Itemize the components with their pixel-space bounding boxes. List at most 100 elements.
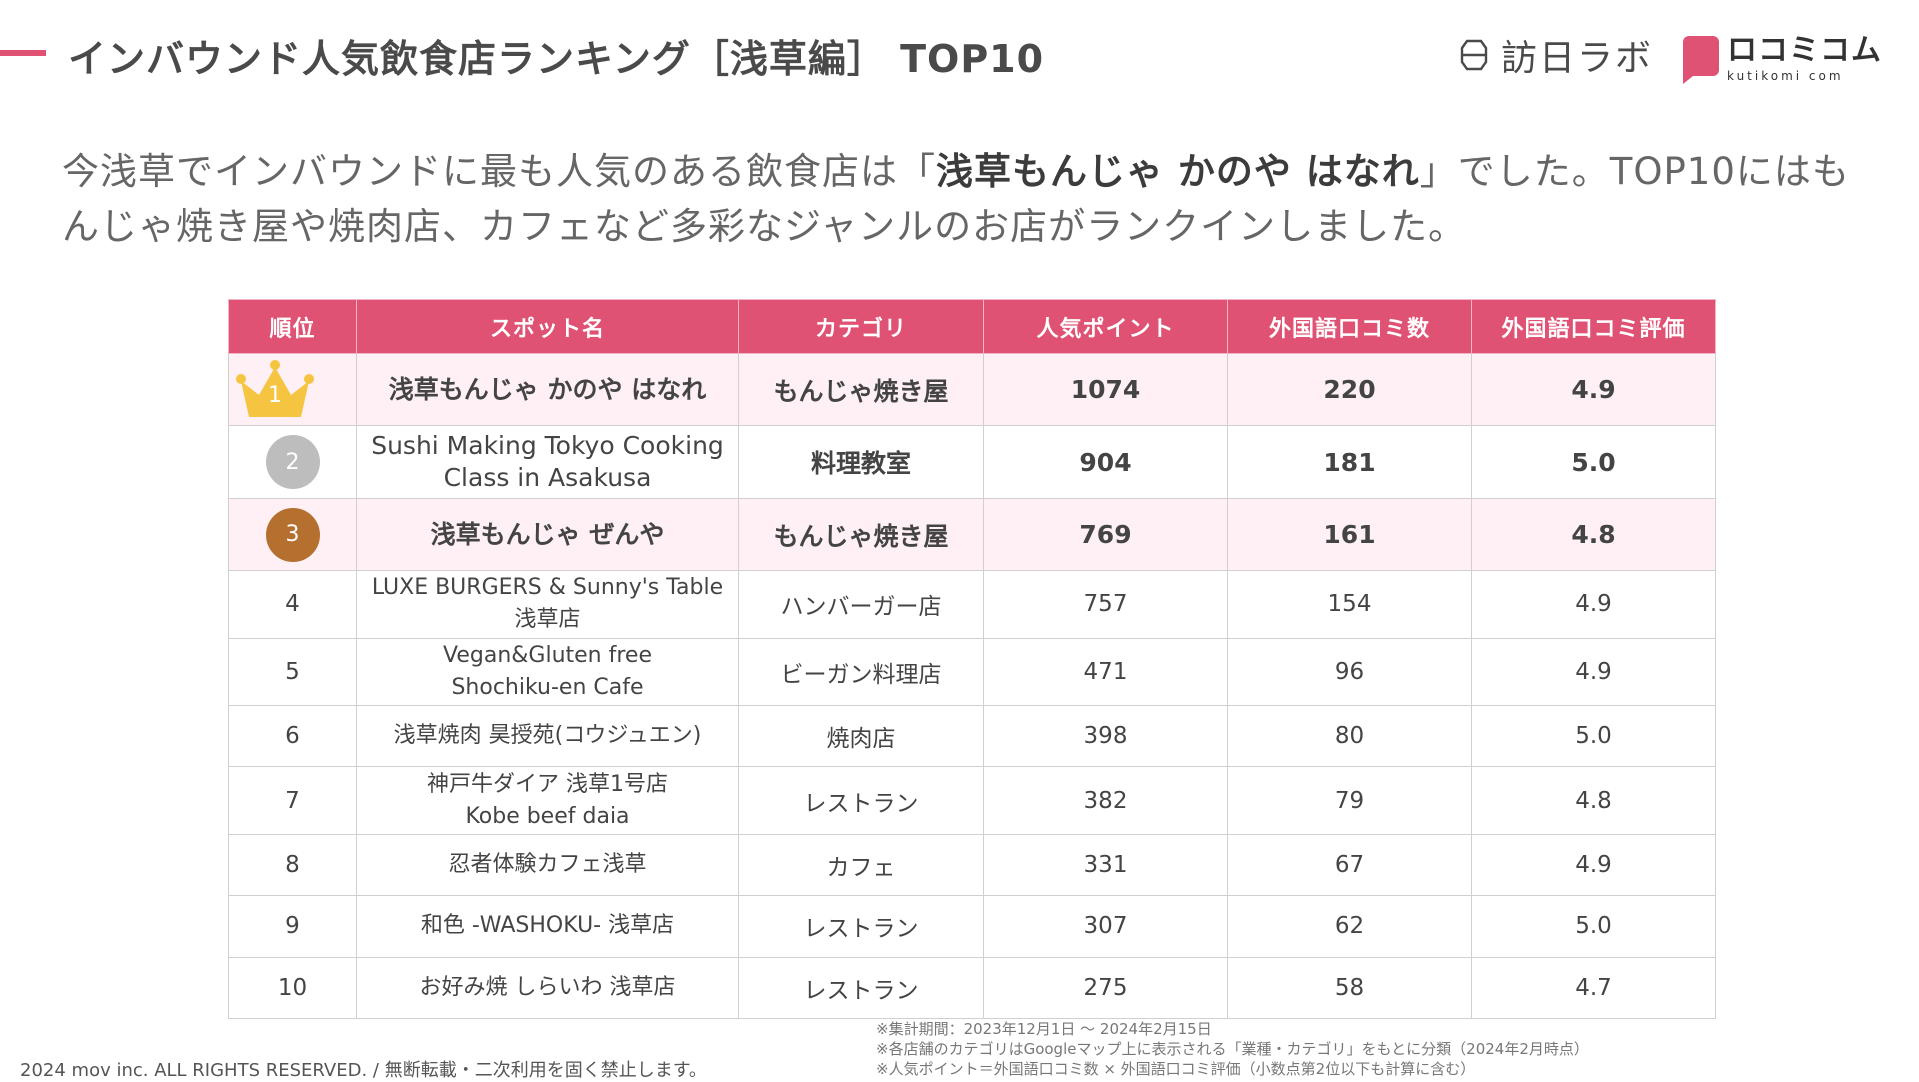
spot-name: Vegan&Gluten free bbox=[443, 642, 652, 668]
spot-name: 忍者体験カフェ浅草 bbox=[448, 851, 647, 877]
points-cell: 398 bbox=[983, 705, 1228, 768]
table-header-row: 順位 スポット名 カテゴリ 人気ポイント 外国語口コミ数 外国語口コミ評価 bbox=[228, 299, 1716, 354]
spot-name: お好み焼 しらいわ 浅草店 bbox=[419, 974, 676, 1000]
category-cell: カフェ bbox=[738, 833, 984, 897]
spot-name-cell: 浅草もんじゃ ぜんや bbox=[356, 497, 739, 572]
table-row: 3 浅草もんじゃ ぜんや もんじゃ焼き屋 769 161 4.8 bbox=[228, 497, 1716, 572]
intro-text-before: 今浅草でインバウンドに最も人気のある飲食店は「 bbox=[62, 150, 936, 193]
points-cell: 307 bbox=[983, 895, 1228, 958]
reviews-cell: 58 bbox=[1227, 956, 1472, 1020]
table-row: 8 忍者体験カフェ浅草 カフェ 331 67 4.9 bbox=[228, 833, 1716, 897]
rank-number: 2 bbox=[285, 449, 300, 475]
spot-name-cell: お好み焼 しらいわ 浅草店 bbox=[356, 956, 739, 1020]
points-cell: 757 bbox=[983, 570, 1228, 639]
spot-name-cell: 浅草もんじゃ かのや はなれ bbox=[356, 352, 739, 427]
category-cell: 料理教室 bbox=[738, 425, 984, 499]
rank-number: 3 bbox=[285, 522, 300, 548]
rating-cell: 4.8 bbox=[1471, 766, 1716, 835]
rank-cell: 2 bbox=[228, 425, 357, 499]
ranking-table: 順位 スポット名 カテゴリ 人気ポイント 外国語口コミ数 外国語口コミ評価 1 bbox=[228, 299, 1716, 1020]
header-spot: スポット名 bbox=[356, 299, 739, 354]
reviews-cell: 154 bbox=[1227, 570, 1472, 639]
table-row: 10 お好み焼 しらいわ 浅草店 レストラン 275 58 4.7 bbox=[228, 956, 1716, 1020]
kuchikomi-com-logo-subtext: kutikomi com bbox=[1727, 69, 1844, 83]
gold-crown-icon: 1 bbox=[235, 359, 315, 421]
silver-medal-icon: 2 bbox=[265, 435, 320, 490]
reviews-cell: 80 bbox=[1227, 705, 1472, 768]
spot-name-line2: Kobe beef daia bbox=[465, 803, 630, 829]
reviews-cell: 96 bbox=[1227, 637, 1472, 707]
rank-cell: 1 bbox=[228, 352, 357, 427]
spot-name: 浅草もんじゃ ぜんや bbox=[430, 519, 665, 549]
table-row: 5 Vegan&Gluten free Shochiku-en Cafe ビーガ… bbox=[228, 637, 1716, 707]
houni-lab-logo-icon bbox=[1460, 39, 1488, 71]
spot-name-cell: Sushi Making Tokyo Cooking Class in Asak… bbox=[356, 425, 739, 499]
bronze-medal-icon: 3 bbox=[265, 507, 320, 562]
rating-cell: 4.9 bbox=[1471, 352, 1716, 427]
rank-cell: 8 bbox=[228, 833, 357, 897]
intro-text-after: 」でした。TOP10にはもんじゃ焼き屋や焼肉店、カフェなど多彩なジャンルのお店が… bbox=[62, 150, 1850, 248]
kuchikomi-com-logo: ロコミコム kutikomi com bbox=[1683, 36, 1882, 86]
speech-bubble-icon bbox=[1683, 36, 1719, 84]
spot-name-cell: 神戸牛ダイア 浅草1号店 Kobe beef daia bbox=[356, 766, 739, 835]
points-cell: 471 bbox=[983, 637, 1228, 707]
copyright-text: 2024 mov inc. ALL RIGHTS RESERVED. / 無断転… bbox=[20, 1060, 707, 1081]
rating-cell: 4.8 bbox=[1471, 497, 1716, 572]
header-rank: 順位 bbox=[228, 299, 357, 354]
rating-cell: 5.0 bbox=[1471, 425, 1716, 499]
spot-name-cell: 和色 -WASHOKU- 浅草店 bbox=[356, 895, 739, 958]
footnote: ※集計期間：2023年12月1日 〜 2024年2月15日 bbox=[876, 1020, 1212, 1038]
rank-cell: 6 bbox=[228, 705, 357, 768]
rating-cell: 5.0 bbox=[1471, 895, 1716, 958]
footnote: ※人気ポイント＝外国語口コミ数 × 外国語口コミ評価（小数点第2位以下も計算に含… bbox=[876, 1060, 1476, 1078]
reviews-cell: 181 bbox=[1227, 425, 1472, 499]
footnotes: ※集計期間：2023年12月1日 〜 2024年2月15日 ※各店舗のカテゴリは… bbox=[876, 1019, 1589, 1079]
spot-name-line2: 浅草店 bbox=[514, 607, 581, 633]
category-cell: もんじゃ焼き屋 bbox=[738, 352, 984, 427]
table-row: 1 浅草もんじゃ かのや はなれ もんじゃ焼き屋 1074 220 4.9 bbox=[228, 352, 1716, 427]
table-row: 7 神戸牛ダイア 浅草1号店 Kobe beef daia レストラン 382 … bbox=[228, 766, 1716, 835]
category-cell: ビーガン料理店 bbox=[738, 637, 984, 707]
rank-cell: 5 bbox=[228, 637, 357, 707]
category-cell: ハンバーガー店 bbox=[738, 570, 984, 639]
spot-name: Sushi Making Tokyo Cooking bbox=[371, 431, 724, 461]
reviews-cell: 161 bbox=[1227, 497, 1472, 572]
table-row: 4 LUXE BURGERS & Sunny's Table 浅草店 ハンバーガ… bbox=[228, 570, 1716, 639]
spot-name-line2: Class in Asakusa bbox=[443, 463, 652, 493]
reviews-cell: 220 bbox=[1227, 352, 1472, 427]
header-rating: 外国語口コミ評価 bbox=[1471, 299, 1716, 354]
points-cell: 382 bbox=[983, 766, 1228, 835]
intro-paragraph: 今浅草でインバウンドに最も人気のある飲食店は「浅草もんじゃ かのや はなれ」でし… bbox=[62, 144, 1882, 254]
points-cell: 275 bbox=[983, 956, 1228, 1020]
points-cell: 331 bbox=[983, 833, 1228, 897]
reviews-cell: 67 bbox=[1227, 833, 1472, 897]
rank-cell: 10 bbox=[228, 956, 357, 1020]
points-cell: 904 bbox=[983, 425, 1228, 499]
rank-number: 1 bbox=[268, 382, 282, 408]
kuchikomi-com-logo-text: ロコミコム bbox=[1727, 33, 1882, 68]
footnote: ※各店舗のカテゴリはGoogleマップ上に表示される「業種・カテゴリ」をもとに分… bbox=[876, 1040, 1589, 1058]
header-reviews: 外国語口コミ数 bbox=[1227, 299, 1472, 354]
rank-cell: 4 bbox=[228, 570, 357, 639]
spot-name-cell: Vegan&Gluten free Shochiku-en Cafe bbox=[356, 637, 739, 707]
houni-lab-logo: 訪日ラボ bbox=[1455, 30, 1653, 80]
rating-cell: 4.9 bbox=[1471, 833, 1716, 897]
category-cell: レストラン bbox=[738, 895, 984, 958]
points-cell: 769 bbox=[983, 497, 1228, 572]
category-cell: もんじゃ焼き屋 bbox=[738, 497, 984, 572]
spot-name-cell: LUXE BURGERS & Sunny's Table 浅草店 bbox=[356, 570, 739, 639]
spot-name: 神戸牛ダイア 浅草1号店 bbox=[427, 771, 668, 797]
title-accent-bar bbox=[0, 50, 46, 56]
category-cell: レストラン bbox=[738, 956, 984, 1020]
intro-highlight-restaurant: 浅草もんじゃ かのや はなれ bbox=[936, 150, 1420, 193]
header-category: カテゴリ bbox=[738, 299, 984, 354]
category-cell: レストラン bbox=[738, 766, 984, 835]
points-cell: 1074 bbox=[983, 352, 1228, 427]
spot-name: 和色 -WASHOKU- 浅草店 bbox=[420, 913, 675, 939]
spot-name-line2: Shochiku-en Cafe bbox=[451, 674, 644, 700]
reviews-cell: 62 bbox=[1227, 895, 1472, 958]
spot-name-cell: 忍者体験カフェ浅草 bbox=[356, 833, 739, 897]
rank-cell: 3 bbox=[228, 497, 357, 572]
rating-cell: 4.9 bbox=[1471, 570, 1716, 639]
table-row: 6 浅草焼肉 昊授苑(コウジュエン) 焼肉店 398 80 5.0 bbox=[228, 705, 1716, 768]
